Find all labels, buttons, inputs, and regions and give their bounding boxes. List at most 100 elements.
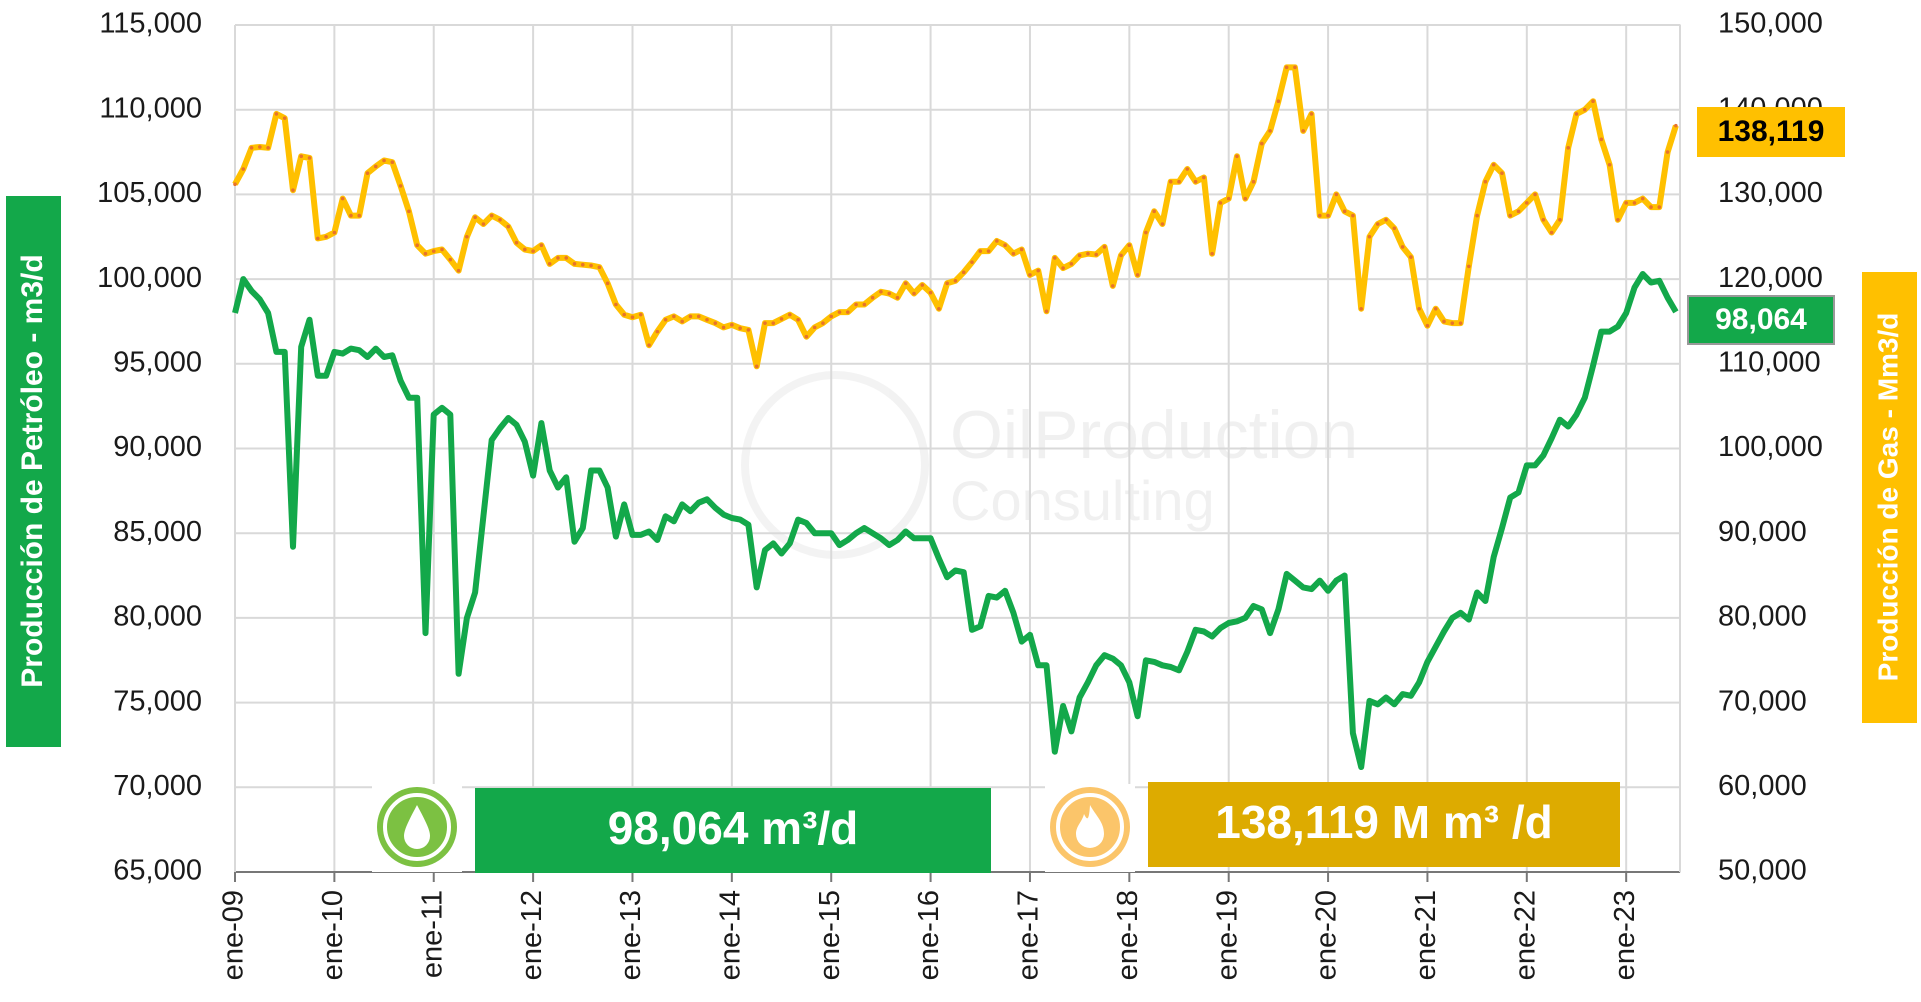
point xyxy=(1467,264,1471,269)
point xyxy=(945,281,949,286)
point xyxy=(473,215,477,220)
point xyxy=(1251,179,1256,184)
point xyxy=(531,249,535,253)
point xyxy=(1003,243,1007,248)
x-tick-label: ene-11 xyxy=(416,890,448,978)
point xyxy=(928,290,933,295)
gas-banner: 138,119 M m³ /d xyxy=(1045,782,1620,872)
plot-area: 65,000 70,000 75,000 80,000 85,000 90,000 95,0… xyxy=(97,8,1845,980)
point xyxy=(1367,234,1372,239)
point xyxy=(1152,209,1156,214)
point xyxy=(1276,99,1281,104)
point xyxy=(845,310,850,314)
point xyxy=(788,312,792,317)
point xyxy=(995,239,999,243)
point xyxy=(812,325,817,330)
y2-tick-label: 120,000 xyxy=(1718,262,1823,294)
point xyxy=(1649,205,1653,209)
point xyxy=(1135,273,1140,277)
x-tick-label: ene-17 xyxy=(1013,890,1045,980)
y-tick-label: 70,000 xyxy=(113,770,202,802)
x-tick-label: ene-14 xyxy=(715,890,747,980)
point xyxy=(266,146,270,150)
oil-icon-ring xyxy=(383,793,451,861)
point xyxy=(937,306,941,311)
point xyxy=(373,164,378,169)
point xyxy=(1599,137,1604,142)
point xyxy=(1525,201,1529,205)
point xyxy=(1011,251,1016,256)
point xyxy=(556,256,560,260)
point xyxy=(324,234,328,239)
point xyxy=(1541,218,1546,222)
point xyxy=(829,314,834,319)
y-tick-label: 65,000 xyxy=(113,855,202,887)
point xyxy=(970,260,974,264)
point xyxy=(407,209,411,214)
point xyxy=(291,188,295,192)
point xyxy=(456,268,461,273)
point xyxy=(1616,218,1620,222)
point xyxy=(1119,253,1123,258)
point xyxy=(746,328,751,332)
point xyxy=(738,326,742,331)
point xyxy=(961,270,966,275)
y-axis-title-box xyxy=(6,196,61,747)
point xyxy=(241,167,246,171)
point xyxy=(1657,205,1662,209)
gas-icon-ring xyxy=(1056,793,1124,861)
point xyxy=(1516,209,1521,214)
point xyxy=(1110,284,1115,288)
point xyxy=(282,116,287,120)
point xyxy=(1094,252,1099,257)
point xyxy=(448,257,453,262)
watermark-text: OilProduction xyxy=(950,397,1358,473)
point xyxy=(705,317,709,322)
point xyxy=(1160,222,1165,226)
point xyxy=(589,263,593,268)
point xyxy=(390,160,395,165)
point xyxy=(1458,321,1463,325)
point xyxy=(730,323,734,327)
point xyxy=(1392,226,1397,231)
point xyxy=(1558,218,1562,222)
point xyxy=(986,249,991,253)
point xyxy=(1632,201,1637,205)
x-tick-label: ene-21 xyxy=(1410,890,1442,980)
gas-banner-box xyxy=(1148,782,1620,867)
point xyxy=(887,291,891,296)
gas-flame xyxy=(1076,805,1104,848)
point xyxy=(771,321,776,325)
gas-banner-text: 138,119 M m³ /d xyxy=(1215,796,1553,848)
x-tick-label: ene-23 xyxy=(1609,890,1641,980)
point xyxy=(655,329,660,334)
point xyxy=(1334,192,1339,197)
y2-tick-label: 80,000 xyxy=(1718,601,1807,633)
oil-banner-box xyxy=(475,788,991,873)
point xyxy=(912,291,916,296)
y2-tick-label: 110,000 xyxy=(1718,346,1821,378)
point xyxy=(1342,209,1347,214)
y2-tick-label: 50,000 xyxy=(1718,855,1807,887)
point xyxy=(1309,112,1314,116)
point xyxy=(1226,196,1231,201)
point xyxy=(572,262,577,266)
point xyxy=(1607,162,1612,167)
y2-axis-title: Producción de Gas - Mm3/d xyxy=(1872,313,1903,682)
point xyxy=(357,213,362,218)
series-line xyxy=(232,64,1679,370)
point xyxy=(680,319,684,324)
point xyxy=(1102,245,1107,249)
point xyxy=(1243,196,1248,201)
y2-tick-label: 60,000 xyxy=(1718,770,1807,802)
point xyxy=(1475,213,1479,218)
point xyxy=(870,295,875,300)
point xyxy=(1483,179,1488,184)
point xyxy=(539,243,544,248)
point xyxy=(920,283,925,287)
point xyxy=(688,314,693,319)
point xyxy=(440,247,444,252)
point xyxy=(1375,222,1380,226)
point xyxy=(713,321,718,325)
